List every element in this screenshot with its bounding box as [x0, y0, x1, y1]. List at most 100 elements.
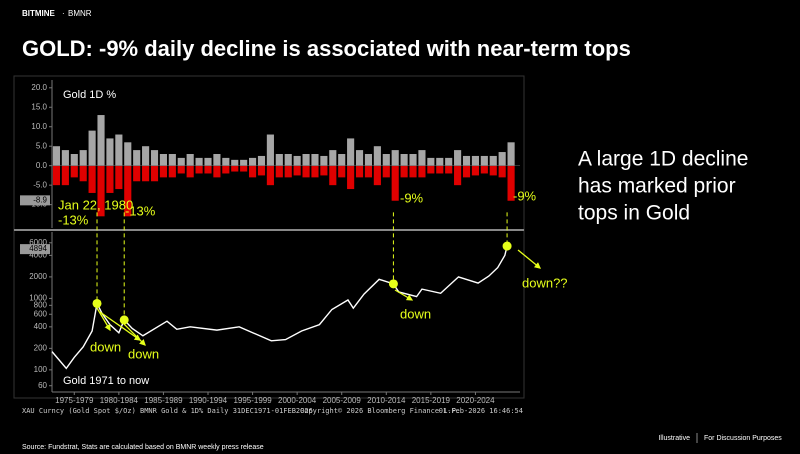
x-tick-label: 1990-1994 — [189, 396, 228, 405]
bar — [124, 165, 132, 217]
bar — [52, 165, 61, 186]
bar — [364, 165, 373, 178]
annotation: -9% — [513, 188, 537, 203]
chart-info: XAU Curncy (Gold Spot $/Oz) BMNR Gold & … — [22, 407, 313, 415]
bar — [142, 165, 150, 182]
bar — [79, 165, 87, 182]
y-tick-label: 20.0 — [31, 83, 47, 92]
last-value-label: -8.9 — [33, 195, 47, 204]
bar — [204, 157, 212, 166]
bar — [400, 154, 408, 166]
bar — [133, 150, 141, 166]
annotation: -9% — [400, 190, 424, 205]
bar — [382, 154, 390, 166]
x-tick-label: 1995-1999 — [233, 396, 272, 405]
copyright: Copyright© 2026 Bloomberg Finance L.P. — [300, 407, 460, 415]
bar — [489, 155, 497, 166]
annotation: down?? — [522, 275, 568, 290]
panel-title: Gold 1971 to now — [63, 375, 149, 387]
bar — [409, 154, 417, 166]
brand: BITMINE — [22, 9, 56, 18]
slide-title: GOLD: -9% daily decline is associated wi… — [22, 36, 631, 61]
bar — [409, 165, 417, 178]
bar — [177, 157, 185, 166]
bar — [293, 155, 301, 166]
highlight-dot — [502, 241, 512, 251]
y-tick-label: 2000 — [29, 272, 47, 281]
bar — [445, 157, 453, 166]
callout: A large 1D decline has marked prior tops… — [578, 148, 748, 225]
panel-title: Gold 1D % — [63, 89, 116, 101]
bar — [507, 165, 515, 201]
price-line — [51, 245, 509, 370]
bar — [355, 150, 364, 166]
annotation: -13% — [125, 203, 156, 218]
bar — [88, 130, 96, 166]
bar — [498, 165, 506, 178]
bar — [257, 165, 266, 176]
x-tick-label: 2020-2024 — [456, 396, 495, 405]
bar — [373, 146, 381, 166]
bar — [454, 150, 462, 166]
bar — [454, 165, 462, 186]
x-tick-label: 1980-1984 — [100, 396, 139, 405]
annotation: Jan 22, 1980 — [58, 197, 133, 212]
annotation: down — [90, 339, 121, 354]
bar — [275, 154, 283, 166]
bar — [88, 165, 96, 193]
bar — [61, 150, 69, 166]
highlight-dot — [92, 298, 102, 308]
x-tick-label: 2005-2009 — [323, 396, 362, 405]
bar — [249, 165, 257, 178]
last-value-label: 4894 — [29, 244, 47, 253]
note: Illustrative — [658, 435, 690, 442]
separator: · — [62, 9, 65, 18]
bar — [480, 155, 488, 166]
y-tick-label: 600 — [34, 309, 48, 318]
bar — [115, 134, 123, 166]
bar — [418, 150, 426, 166]
y-tick-label: 100 — [34, 365, 48, 374]
bar — [70, 165, 78, 178]
bar — [382, 165, 390, 178]
bar — [275, 165, 283, 178]
bar — [391, 150, 399, 166]
y-tick-label: 5.0 — [36, 141, 48, 150]
bar — [222, 165, 230, 174]
bar — [462, 165, 471, 178]
last-value-box — [20, 244, 50, 255]
source: Source: Fundstrat, Stats are calculated … — [22, 444, 264, 451]
bar — [355, 165, 364, 178]
highlight-dot — [119, 315, 129, 325]
bar — [471, 155, 479, 166]
last-value-box — [20, 195, 50, 206]
bar — [320, 155, 328, 166]
bar — [97, 115, 105, 166]
bar — [177, 165, 185, 174]
bar — [124, 142, 132, 166]
bar — [204, 165, 212, 174]
y-tick-label: -5.0 — [33, 180, 47, 189]
bar — [186, 165, 194, 178]
y-tick-label: 10.0 — [31, 122, 47, 131]
callout-line: has marked prior — [578, 175, 736, 198]
bar — [311, 165, 319, 178]
bar — [231, 159, 239, 166]
bar — [489, 165, 497, 176]
x-tick-label: 1975-1979 — [55, 396, 94, 405]
bar — [195, 157, 203, 166]
bar — [338, 154, 346, 166]
bar — [364, 154, 373, 166]
bar — [133, 165, 141, 182]
bar — [347, 138, 355, 166]
bar — [257, 155, 266, 166]
x-tick-label: 2000-2004 — [278, 396, 317, 405]
bar — [507, 142, 515, 166]
bar — [231, 165, 239, 172]
y-tick-label: 6000 — [29, 238, 47, 247]
bar — [195, 165, 203, 174]
bar — [436, 165, 444, 174]
bar — [240, 165, 248, 172]
bar — [266, 134, 274, 166]
